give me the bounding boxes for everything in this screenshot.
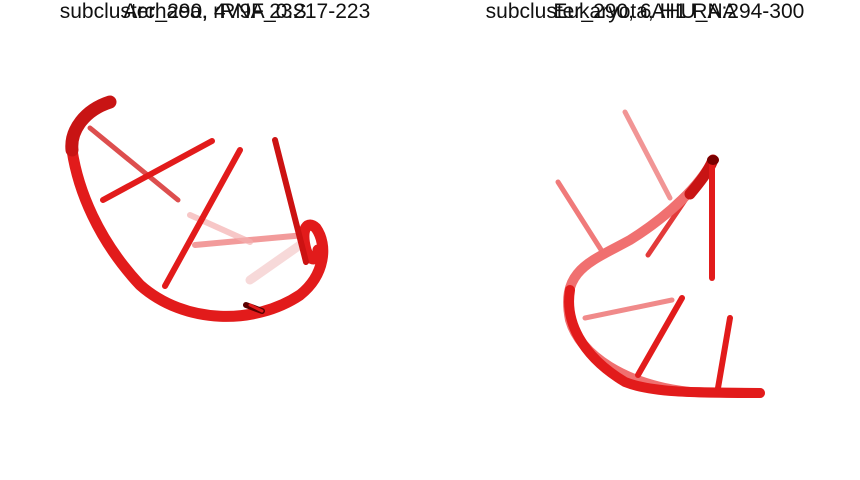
caption-subtitle-right: Eukaryota, H1 RNA xyxy=(553,0,737,23)
caption-title-right: subcluster_290, 6AHU_A:294-300 xyxy=(485,0,805,23)
rna-structure-image-right xyxy=(555,109,765,398)
structure-panel-right: subcluster_290, 6AHU_A:294-300 Eukaryota… xyxy=(430,0,860,480)
caption-subtitle-left: Archaea, rRNA 23S xyxy=(123,0,307,23)
caption-title-left: subcluster_290, 4V9F_0:217-223 xyxy=(59,0,371,23)
rna-structure-image-left xyxy=(65,95,329,322)
structure-panel-left: subcluster_290, 4V9F_0:217-223 Archaea, … xyxy=(59,0,371,322)
